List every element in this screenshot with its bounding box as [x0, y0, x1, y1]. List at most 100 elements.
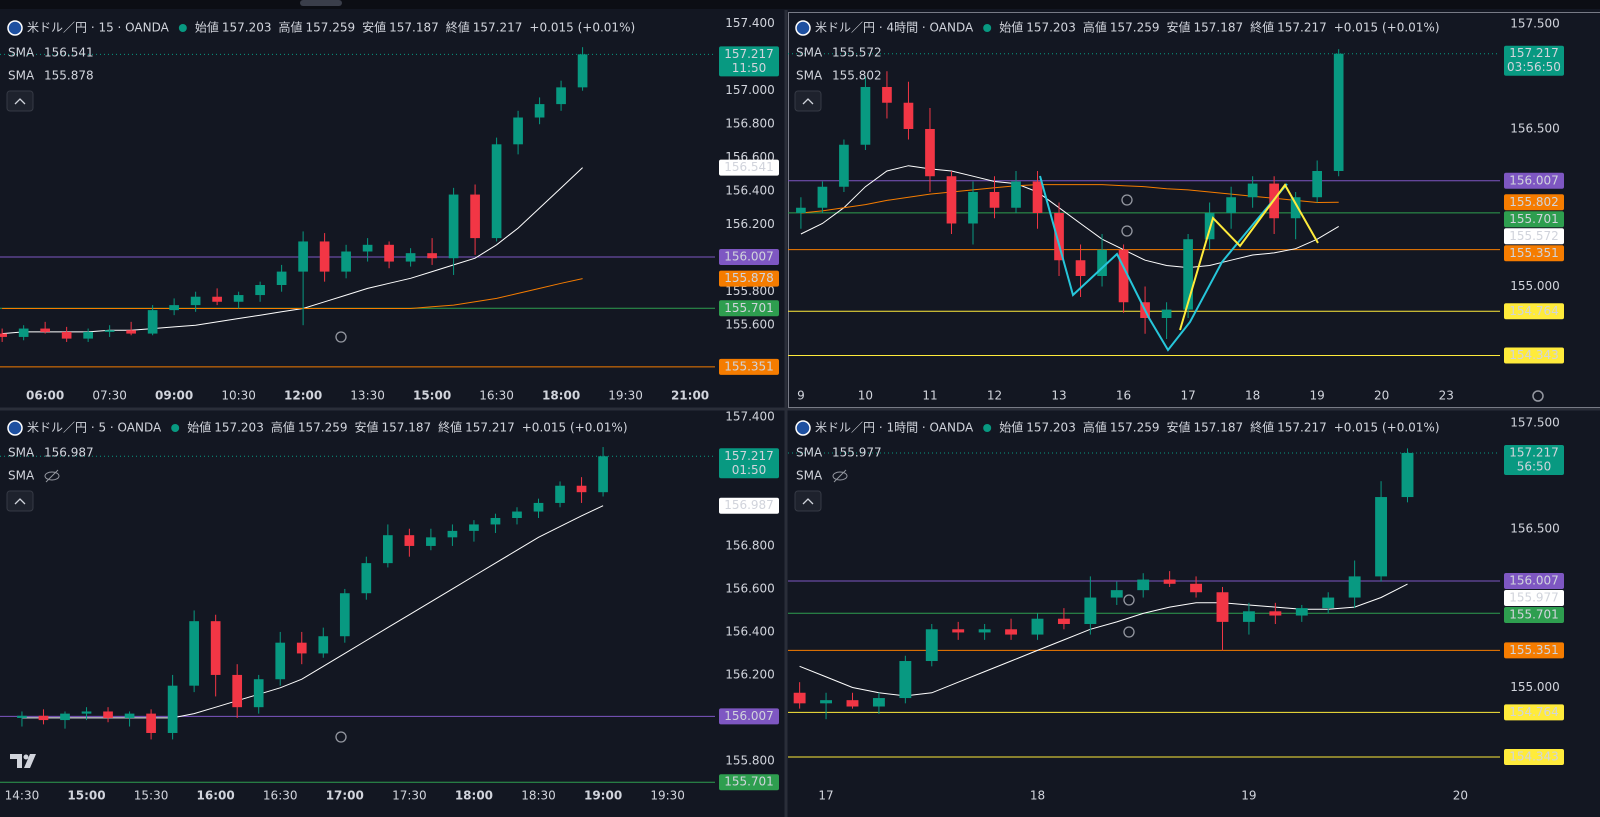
collapse-button[interactable]: [6, 90, 34, 112]
candle-body: [533, 502, 544, 512]
x-tick-label: 19: [1241, 789, 1256, 803]
candle-body: [318, 636, 329, 654]
collapse-button[interactable]: [6, 490, 34, 512]
x-tick-label: 16:00: [197, 789, 235, 803]
x-tick-label: 15:00: [413, 389, 451, 403]
candle-body: [598, 456, 608, 493]
logo-dot: [23, 754, 29, 760]
trend-drawing[interactable]: [1179, 183, 1319, 331]
tradingview-logo: [10, 754, 36, 768]
alert-icon[interactable]: [335, 731, 347, 743]
x-tick-label: 9: [797, 389, 805, 403]
x-tick-label: 10: [858, 389, 873, 403]
candle-body: [275, 642, 286, 680]
candle-body: [839, 144, 849, 187]
y-tick-label: 156.400: [725, 184, 775, 198]
status-dot: [983, 424, 992, 432]
price-label-box: [1504, 704, 1564, 721]
price-label: 156.987: [724, 498, 774, 512]
x-tick-label: 23: [1439, 389, 1454, 403]
price-label-box: [719, 774, 779, 791]
header-text: 高値: [1083, 20, 1107, 35]
legend-label: SMA: [796, 69, 823, 83]
y-tick-label: 156.600: [725, 581, 775, 595]
price-label: 155.977: [1509, 590, 1559, 604]
x-tick-label: 19:30: [608, 389, 643, 403]
candle-body: [17, 715, 27, 718]
top-handle[interactable]: [300, 0, 342, 6]
candle-body: [319, 241, 330, 272]
price-label: 156.007: [1509, 173, 1559, 187]
candle-body: [1190, 583, 1203, 593]
candle-body: [233, 295, 244, 302]
header-text: 157.217: [1277, 421, 1327, 435]
price-label-box: [1504, 45, 1564, 76]
header-text: 米ドル／円 · 1時間 · OANDA: [815, 421, 974, 435]
header-text: 高値: [271, 420, 295, 435]
candle-body: [362, 244, 373, 252]
price-label-box: [1504, 245, 1564, 262]
collapse-button[interactable]: [794, 490, 822, 512]
header-text: 157.187: [1193, 21, 1243, 35]
x-tick-label: 18:30: [521, 789, 556, 803]
header-text: 米ドル／円 · 4時間 · OANDA: [815, 21, 974, 35]
collapse-button[interactable]: [794, 90, 822, 112]
price-label: 156.007: [724, 250, 774, 264]
header-text: 157.217: [465, 421, 515, 435]
header-text: 安値: [1166, 420, 1190, 435]
header-text: 米ドル／円 · 5 · OANDA: [27, 421, 162, 435]
candle-body: [1216, 592, 1229, 622]
sma-line: [800, 165, 1339, 269]
legend-label: SMA: [8, 69, 35, 83]
alert-icon[interactable]: [1121, 194, 1133, 206]
alert-icon[interactable]: [1123, 594, 1135, 606]
header-text: 157.203: [1026, 421, 1076, 435]
price-label-box: [1504, 748, 1564, 765]
candle-body: [1226, 197, 1236, 213]
alert-icon[interactable]: [335, 331, 347, 343]
header-text: 終値: [1250, 420, 1274, 435]
candle-body: [860, 86, 871, 145]
candle-body: [1269, 611, 1282, 616]
candle-body: [872, 698, 885, 707]
candle-body: [298, 241, 308, 272]
candle-body: [38, 715, 49, 721]
price-label-box: [1504, 228, 1564, 245]
candle-body: [978, 629, 991, 633]
header-text: +0.015 (+0.01%): [529, 21, 635, 35]
settings-icon[interactable]: [1532, 390, 1544, 402]
candle-body: [255, 285, 265, 296]
candle-body: [576, 485, 587, 493]
header-text: 高値: [278, 20, 302, 35]
collapse-icon: [14, 498, 26, 505]
candle-body: [512, 511, 522, 518]
y-tick-label: 155.800: [725, 753, 775, 767]
candle-body: [899, 661, 912, 699]
collapse-icon: [802, 98, 814, 105]
candle-body: [556, 87, 566, 105]
price-label-box: [1504, 572, 1564, 589]
price-label: 156.007: [724, 709, 774, 723]
header-text: +0.015 (+0.01%): [1334, 21, 1440, 35]
legend-label: SMA: [8, 469, 35, 483]
candle-body: [989, 191, 1000, 208]
price-label: 157.217: [724, 449, 774, 463]
header-text: 安値: [354, 420, 378, 435]
price-label: 154.764: [1509, 705, 1559, 719]
candle-body: [126, 330, 136, 334]
candle-body: [167, 685, 178, 733]
header-text: 高値: [1083, 420, 1107, 435]
trend-drawing[interactable]: [1039, 175, 1288, 352]
price-label-box: [1504, 606, 1564, 623]
candle-body: [253, 679, 264, 708]
candle-body: [210, 621, 221, 675]
alert-icon[interactable]: [1121, 225, 1133, 237]
x-tick-label: 20: [1453, 789, 1468, 803]
candle-body: [1242, 611, 1255, 622]
candle-body: [925, 128, 935, 177]
countdown-label: 01:50: [732, 463, 767, 477]
x-tick-label: 18: [1245, 389, 1260, 403]
legend-value: 155.977: [832, 446, 882, 460]
alert-icon[interactable]: [1123, 626, 1135, 638]
